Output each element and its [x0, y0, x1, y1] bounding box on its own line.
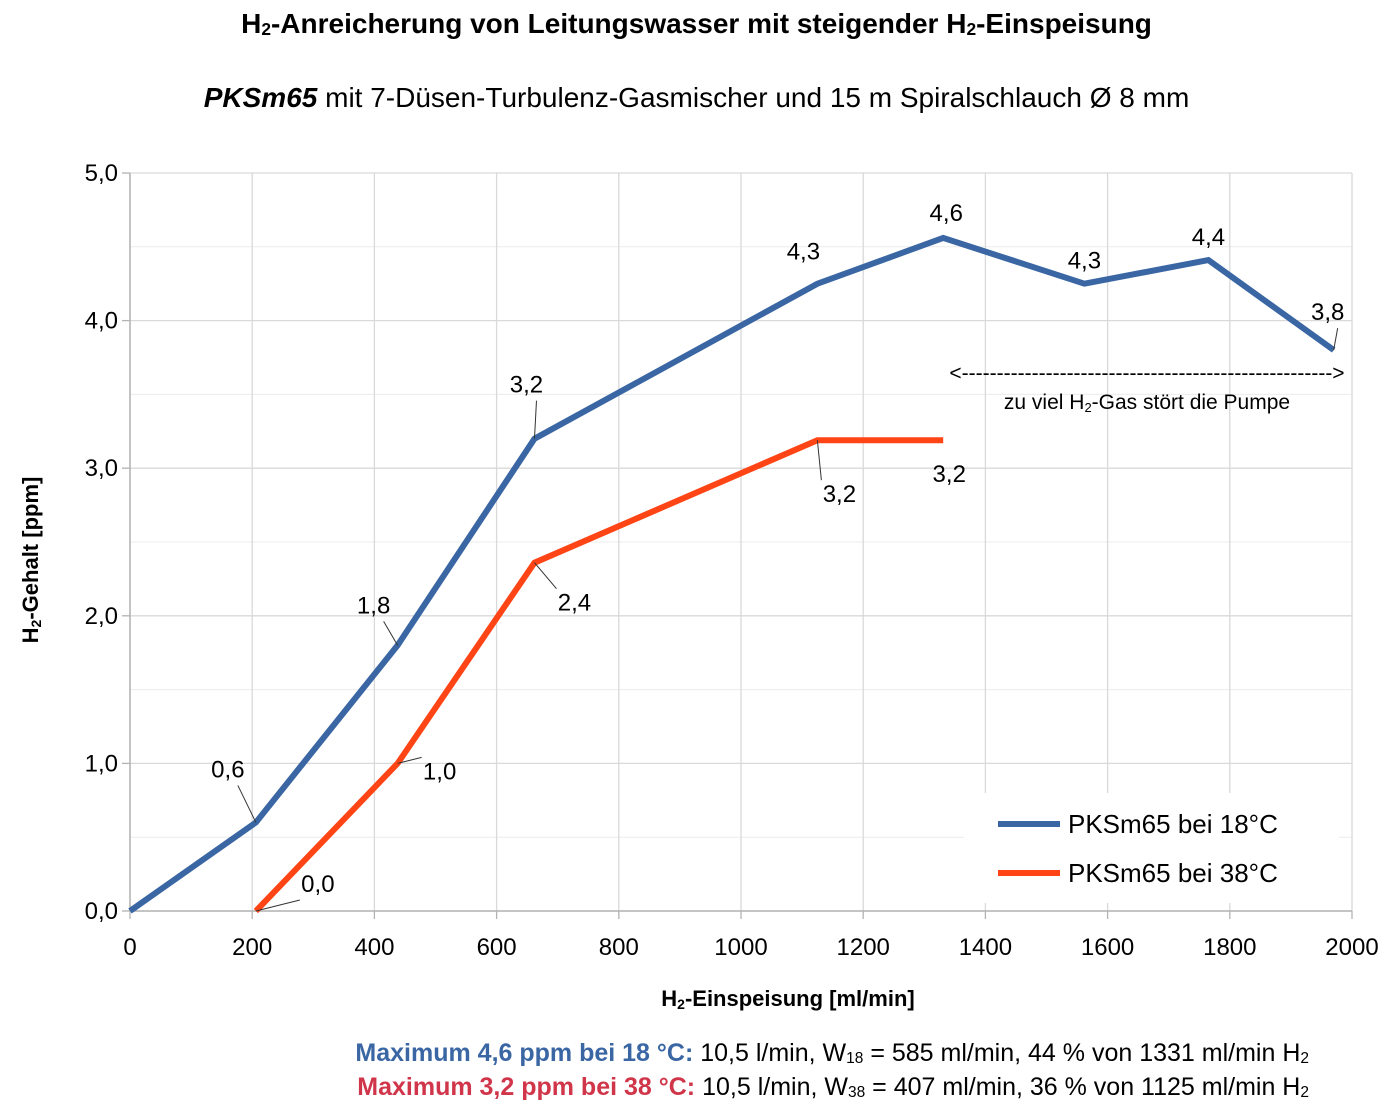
- y-tick-label: 3,0: [85, 455, 118, 482]
- data-label: 3,2: [933, 461, 966, 488]
- y-tick-label: 5,0: [85, 160, 118, 187]
- x-axis-title: H2-Einspeisung [ml/min]: [661, 986, 914, 1012]
- x-tick-label: 1600: [1081, 934, 1134, 961]
- footer-summary: Maximum 4,6 ppm bei 18 °C: 10,5 l/min, W…: [355, 1038, 1309, 1106]
- label-leader: [397, 756, 422, 764]
- y-tick-label: 4,0: [85, 308, 118, 335]
- legend-label-38c: PKSm65 bei 38°C: [1068, 858, 1278, 888]
- axes: [122, 172, 1353, 919]
- y-tick-label: 1,0: [85, 750, 118, 777]
- x-tick-label: 600: [477, 934, 517, 961]
- line-chart: 0 200 400 600 800 1000 1200 1400 1600 1800 2000 0,…: [18, 160, 1379, 1012]
- data-label: 3,2: [823, 481, 856, 508]
- y-tick-label: 2,0: [85, 603, 118, 630]
- series-line-18c: [128, 234, 1336, 914]
- annotation: <---------------------------------------…: [949, 362, 1344, 415]
- label-leader: [816, 440, 822, 481]
- legend-item-18c: PKSm65 bei 18°C: [964, 803, 1339, 843]
- data-label: 0,6: [211, 756, 244, 783]
- footer-line-38c: Maximum 3,2 ppm bei 38 °C: 10,5 l/min, W…: [357, 1073, 1309, 1101]
- y-tick-labels: 0,0 1,0 2,0 3,0 4,0 5,0: [85, 160, 118, 925]
- model-name: PKSm65: [203, 82, 318, 113]
- x-tick-label: 800: [599, 934, 639, 961]
- annotation-text: zu viel H2-Gas stört die Pumpe: [1004, 391, 1290, 415]
- legend-item-38c: PKSm65 bei 38°C: [964, 852, 1339, 892]
- label-leaders: [237, 328, 1339, 912]
- label-leader: [533, 400, 537, 439]
- x-tick-label: 400: [354, 934, 394, 961]
- x-tick-label: 200: [232, 934, 272, 961]
- footer-line-18c: Maximum 4,6 ppm bei 18 °C: 10,5 l/min, W…: [355, 1039, 1309, 1067]
- label-leader: [237, 785, 257, 823]
- y-tick-label: 0,0: [85, 898, 118, 925]
- x-tick-label: 2000: [1325, 934, 1378, 961]
- x-tick-labels: 0 200 400 600 800 1000 1200 1400 1600 1800 2000: [123, 934, 1378, 961]
- data-labels: 0,6 1,8 3,2 4,3 4,6 4,3 4,4 3,8 0,0 1,0 2,4 3,2 3,2: [211, 200, 1344, 898]
- data-label: 0,0: [301, 871, 334, 898]
- legend-swatch-38c: [998, 870, 1060, 876]
- x-tick-label: 0: [123, 934, 136, 961]
- x-tick-label: 1800: [1203, 934, 1256, 961]
- x-tick-label: 1200: [837, 934, 890, 961]
- data-label: 1,8: [357, 592, 390, 619]
- annotation-arrow: <---------------------------------------…: [949, 362, 1344, 385]
- data-label: 4,3: [787, 239, 820, 266]
- chart-title: H2-Anreicherung von Leitungswasser mit s…: [241, 8, 1152, 40]
- y-axis-title: H2-Gehalt [ppm]: [18, 477, 44, 644]
- legend: PKSm65 bei 18°C PKSm65 bei 38°C: [964, 793, 1339, 903]
- data-label: 3,8: [1311, 299, 1344, 326]
- series-line-38c: [253, 437, 944, 914]
- data-label: 4,3: [1068, 248, 1101, 275]
- data-label: 1,0: [423, 758, 456, 785]
- label-leader: [255, 899, 300, 912]
- x-tick-label: 1400: [959, 934, 1012, 961]
- chart-subtitle: PKSm65 mit 7-Düsen-Turbulenz-Gasmischer …: [203, 82, 1190, 113]
- label-leader: [1333, 328, 1339, 351]
- label-leader: [383, 621, 399, 646]
- x-tick-label: 1000: [714, 934, 767, 961]
- data-label: 3,2: [510, 372, 543, 399]
- data-label: 2,4: [558, 590, 591, 617]
- data-label: 4,6: [930, 200, 963, 227]
- data-label: 4,4: [1192, 224, 1225, 251]
- label-leader: [534, 562, 557, 589]
- legend-swatch-18c: [998, 821, 1060, 827]
- legend-label-18c: PKSm65 bei 18°C: [1068, 809, 1278, 839]
